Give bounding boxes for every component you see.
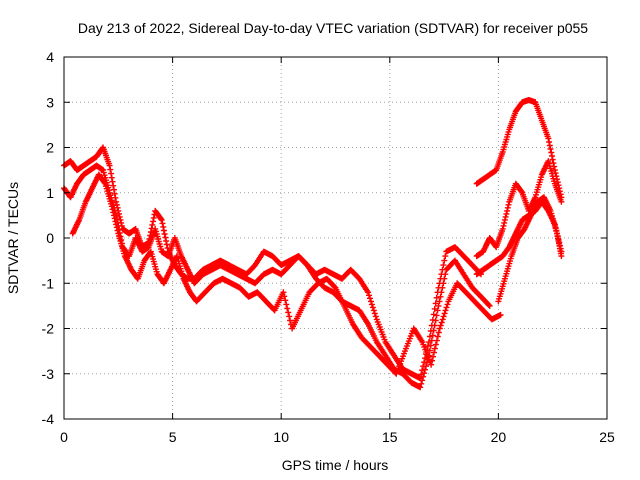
- y-tick-label: 1: [46, 185, 54, 201]
- x-axis-label: GPS time / hours: [282, 457, 389, 473]
- data-series: [61, 97, 565, 391]
- series-track-5: [473, 158, 565, 260]
- y-tick-label: 2: [46, 140, 54, 156]
- x-tick-label: 25: [599, 429, 615, 445]
- series-track-7: [495, 194, 565, 305]
- chart-title: Day 213 of 2022, Sidereal Day-to-day VTE…: [78, 20, 588, 36]
- y-tick-label: -4: [42, 411, 55, 427]
- grid-lines: [64, 57, 607, 419]
- y-tick-label: -1: [42, 275, 55, 291]
- series-markers: [473, 158, 565, 260]
- y-axis-label: SDTVAR / TECUs: [5, 182, 21, 294]
- x-tick-label: 20: [491, 429, 507, 445]
- y-tick-label: 0: [46, 230, 54, 246]
- x-tick-label: 0: [60, 429, 68, 445]
- axis-ticks: 0 5 10 15 20 25 -4 -3 -2 -1 0 1 2 3 4: [42, 49, 615, 445]
- y-tick-label: -3: [42, 366, 55, 382]
- y-tick-label: 3: [46, 94, 54, 110]
- x-tick-label: 10: [273, 429, 289, 445]
- plot-frame: [63, 56, 608, 420]
- series-track-4: [473, 97, 565, 201]
- series-markers: [61, 144, 484, 382]
- series-markers: [69, 171, 504, 377]
- series-markers: [473, 97, 565, 201]
- series-track-3: [69, 171, 504, 377]
- series-track-1: [61, 144, 484, 382]
- y-tick-label: -2: [42, 321, 55, 337]
- series-markers: [495, 194, 565, 305]
- x-tick-label: 15: [382, 429, 398, 445]
- x-tick-label: 5: [169, 429, 177, 445]
- y-tick-label: 4: [46, 49, 54, 65]
